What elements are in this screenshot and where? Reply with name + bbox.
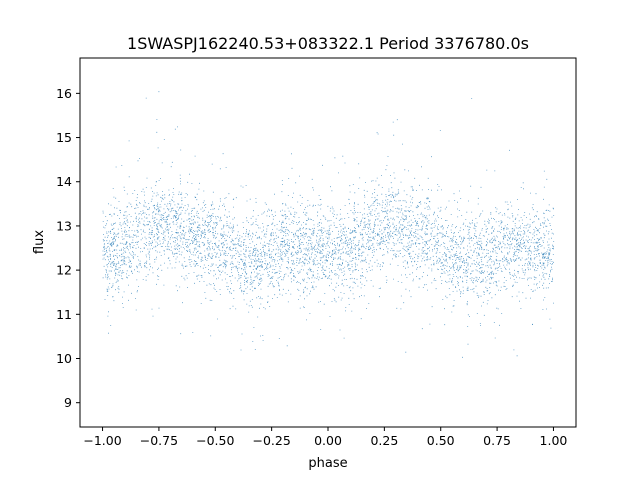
y-tick-label: 12 xyxy=(56,263,72,278)
chart-title: 1SWASPJ162240.53+083322.1 Period 3376780… xyxy=(127,34,529,53)
x-tick-label: −0.25 xyxy=(252,433,290,448)
x-tick-label: −0.50 xyxy=(196,433,234,448)
x-tick-label: 0.50 xyxy=(427,433,455,448)
y-tick-label: 15 xyxy=(56,130,72,145)
x-tick-label: 1.00 xyxy=(540,433,568,448)
x-tick-label: −1.00 xyxy=(83,433,121,448)
y-tick-label: 11 xyxy=(56,307,72,322)
y-tick-label: 9 xyxy=(64,395,72,410)
y-tick-label: 16 xyxy=(56,86,72,101)
x-tick-label: −0.75 xyxy=(140,433,178,448)
x-tick-label: 0.00 xyxy=(314,433,342,448)
data-points xyxy=(102,91,555,358)
x-tick-label: 0.25 xyxy=(370,433,398,448)
x-tick-label: 0.75 xyxy=(483,433,511,448)
y-tick-label: 14 xyxy=(56,174,72,189)
y-axis-label: flux xyxy=(32,230,47,254)
y-tick-label: 10 xyxy=(56,351,72,366)
y-tick-label: 13 xyxy=(56,218,72,233)
scatter-points xyxy=(102,91,555,358)
x-axis-label: phase xyxy=(308,456,347,471)
x-axis: −1.00 −0.75 −0.50 −0.25 0.00 0.25 0.50 0.75 1.00 xyxy=(83,427,567,448)
y-axis: 9 10 11 12 13 14 15 16 xyxy=(56,86,80,410)
plot-area-frame xyxy=(79,57,577,428)
